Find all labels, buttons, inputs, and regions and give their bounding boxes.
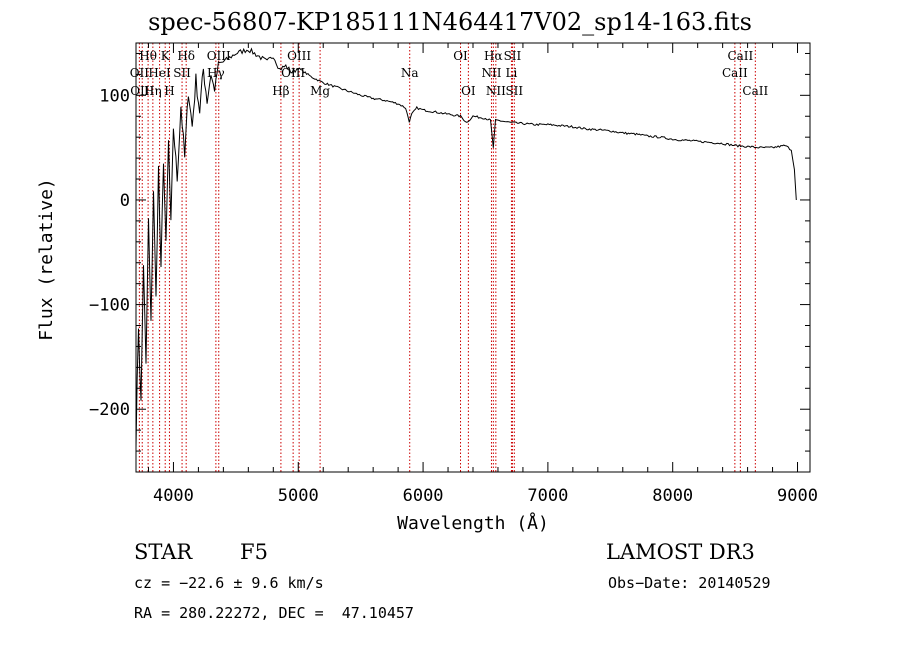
subclass: F5 xyxy=(240,540,268,564)
line-label: OI xyxy=(461,84,476,98)
line-label: Li xyxy=(506,66,518,80)
line-label: OII xyxy=(130,66,150,80)
y-axis-label: Flux (relative) xyxy=(36,178,57,341)
line-label: NII xyxy=(481,66,501,80)
line-label: Mg xyxy=(310,84,330,98)
line-label: Hθ xyxy=(139,49,157,63)
y-tick-label: 100 xyxy=(99,86,130,106)
line-label: OIII xyxy=(287,49,311,63)
line-label: Na xyxy=(401,66,419,80)
x-tick-label: 8000 xyxy=(652,486,693,506)
observation-date: Obs−Date: 20140529 xyxy=(608,574,771,592)
line-label: CaII xyxy=(727,49,753,63)
line-label: OIII xyxy=(207,49,231,63)
plot-frame xyxy=(135,42,811,473)
line-label: CaII xyxy=(722,66,748,80)
line-label: SII xyxy=(173,66,191,80)
line-label: HeI xyxy=(148,66,171,80)
line-label: Hα xyxy=(484,49,503,63)
coordinates: RA = 280.22272, DEC = 47.10457 xyxy=(134,604,414,622)
line-label: Hβ xyxy=(272,84,289,98)
line-label: H xyxy=(164,84,174,98)
line-label: K xyxy=(161,49,171,63)
x-tick-label: 4000 xyxy=(153,486,194,506)
y-tick-label: −100 xyxy=(89,296,130,316)
line-label: NII xyxy=(486,84,506,98)
redshift-velocity: cz = −22.6 ± 9.6 km/s xyxy=(134,574,324,592)
line-label: SII xyxy=(504,49,522,63)
y-tick-label: 0 xyxy=(120,191,130,211)
survey-label: LAMOST DR3 xyxy=(606,540,755,564)
x-tick-label: 7000 xyxy=(527,486,568,506)
line-label: CaII xyxy=(742,84,768,98)
object-class: STAR xyxy=(134,540,193,564)
x-tick-label: 9000 xyxy=(777,486,818,506)
axis-ticks: 4000 5000 6000 7000 8000 9000 −200 −100 0 100 xyxy=(89,43,818,506)
line-markers xyxy=(138,43,756,472)
line-label: OIII xyxy=(281,66,305,80)
line-label: SII xyxy=(505,84,523,98)
line-label: Hη xyxy=(144,84,162,98)
line-label: Hδ xyxy=(177,49,195,63)
x-axis-label: Wavelength (Å) xyxy=(397,512,549,534)
line-label: OI xyxy=(453,49,468,63)
x-tick-label: 5000 xyxy=(278,486,319,506)
chart-title: spec-56807-KP185111N464417V02_sp14-163.f… xyxy=(148,8,752,36)
y-tick-label: −200 xyxy=(89,400,130,420)
spectrum-series-line xyxy=(135,47,797,448)
x-tick-label: 6000 xyxy=(403,486,444,506)
